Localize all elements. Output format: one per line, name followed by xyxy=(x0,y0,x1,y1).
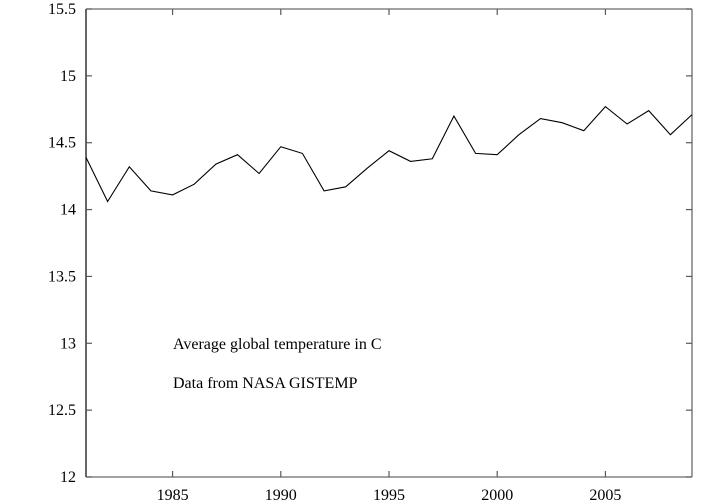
y-tick-label: 13 xyxy=(60,335,76,352)
y-tick-label: 14.5 xyxy=(48,135,76,152)
x-tick-label: 1995 xyxy=(373,487,405,504)
y-tick-label: 15 xyxy=(60,68,76,85)
y-tick-label: 12 xyxy=(60,469,76,486)
x-tick-label: 1990 xyxy=(265,487,297,504)
x-axis: 1985 1990 1995 2000 2005 xyxy=(157,9,621,504)
y-tick-label: 14 xyxy=(60,202,76,219)
y-tick-label: 15.5 xyxy=(48,1,76,18)
y-axis: 12 12.5 13 13.5 14 14.5 15 15.5 xyxy=(48,1,692,486)
y-tick-label: 13.5 xyxy=(48,268,76,285)
y-tick-label: 12.5 xyxy=(48,402,76,419)
annotations: Average global temperature in C Data fro… xyxy=(173,336,382,392)
annotation-source: Data from NASA GISTEMP xyxy=(173,375,358,392)
plot-frame xyxy=(85,8,693,478)
annotation-title: Average global temperature in C xyxy=(173,336,382,353)
x-tick-label: 2000 xyxy=(481,487,513,504)
x-tick-label: 2005 xyxy=(589,487,621,504)
x-tick-label: 1985 xyxy=(157,487,189,504)
series-line xyxy=(85,105,693,203)
series-group xyxy=(85,105,693,203)
